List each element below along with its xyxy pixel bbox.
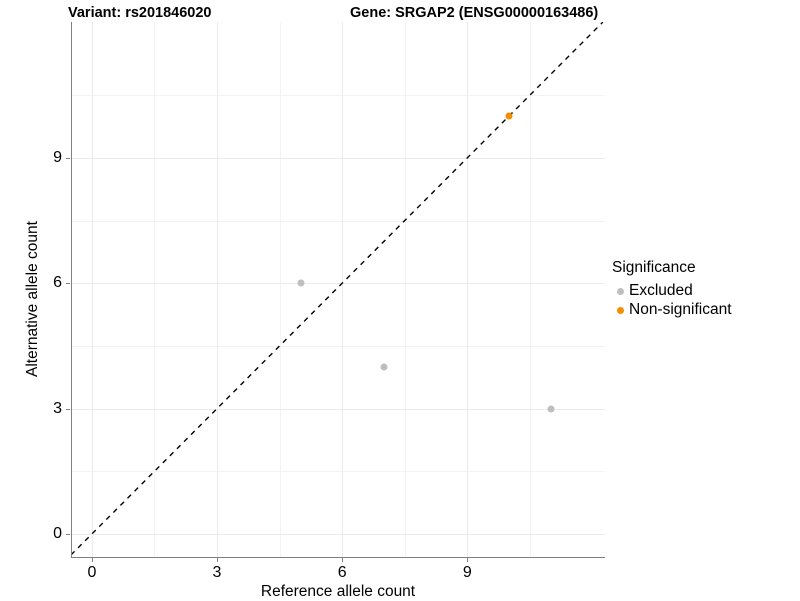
legend-dot bbox=[617, 287, 624, 295]
gridline-major-vertical bbox=[342, 22, 344, 557]
legend-items: Excluded Non-significant bbox=[612, 282, 792, 320]
y-axis-line bbox=[71, 22, 72, 557]
legend: Significance Excluded Non-significant bbox=[612, 260, 792, 320]
y-tick-mark bbox=[66, 408, 70, 410]
x-tick-mark bbox=[217, 558, 218, 562]
gridline-major-vertical bbox=[91, 22, 93, 557]
x-tick-label: 6 bbox=[337, 564, 347, 581]
legend-item: Excluded bbox=[612, 282, 792, 301]
gridline-major-horizontal bbox=[71, 283, 605, 285]
y-tick-label: 9 bbox=[53, 148, 62, 166]
excluded-dot-icon bbox=[612, 283, 629, 300]
legend-title: Significance bbox=[612, 259, 696, 276]
legend-item-label: Non-significant bbox=[629, 301, 732, 319]
gridline-major-horizontal bbox=[71, 534, 605, 535]
x-tick-mark bbox=[467, 558, 469, 562]
legend-dot bbox=[617, 306, 624, 314]
y-tick-mark bbox=[66, 283, 70, 285]
data-point bbox=[297, 279, 304, 287]
plot-panel bbox=[71, 22, 605, 557]
x-tick-label: 0 bbox=[87, 564, 97, 581]
gridline-major-vertical bbox=[467, 22, 469, 557]
data-point bbox=[380, 363, 388, 371]
nonsignificant-dot-icon bbox=[612, 302, 629, 319]
y-tick-label: 0 bbox=[53, 525, 62, 542]
x-axis-title: Reference allele count bbox=[260, 583, 416, 600]
diagonal-dashed-line bbox=[71, 22, 604, 556]
x-tick-mark bbox=[91, 558, 93, 562]
y-tick-label: 6 bbox=[53, 274, 62, 292]
x-tick-label: 9 bbox=[462, 564, 472, 581]
x-axis-line bbox=[71, 557, 605, 558]
gridline-minor-horizontal bbox=[71, 345, 605, 347]
gridline-minor-vertical bbox=[154, 22, 156, 557]
y-tick-mark bbox=[66, 534, 70, 535]
data-point bbox=[505, 112, 513, 120]
gridline-major-vertical bbox=[217, 22, 218, 557]
gridline-minor-vertical bbox=[279, 22, 281, 557]
y-tick-mark bbox=[66, 157, 70, 159]
gene-title: Gene: SRGAP2 (ENSG00000163486) bbox=[350, 5, 599, 21]
y-axis-title: Alternative allele count bbox=[24, 221, 41, 377]
x-tick-mark bbox=[342, 558, 344, 562]
variant-title: Variant: rs201846020 bbox=[68, 5, 212, 21]
x-tick-label: 3 bbox=[212, 564, 222, 581]
gridline-major-horizontal bbox=[71, 157, 605, 159]
gridline-minor-horizontal bbox=[71, 95, 605, 97]
y-tick-label: 3 bbox=[53, 399, 62, 417]
legend-item: Non-significant bbox=[612, 301, 792, 320]
data-point bbox=[547, 405, 555, 413]
gridline-minor-horizontal bbox=[71, 471, 605, 473]
gridline-major-horizontal bbox=[71, 408, 605, 410]
gridline-minor-horizontal bbox=[71, 220, 605, 222]
identity-reference-line bbox=[71, 22, 604, 556]
legend-item-label: Excluded bbox=[629, 282, 693, 300]
gridline-minor-vertical bbox=[529, 22, 531, 557]
gridline-minor-vertical bbox=[404, 22, 406, 557]
